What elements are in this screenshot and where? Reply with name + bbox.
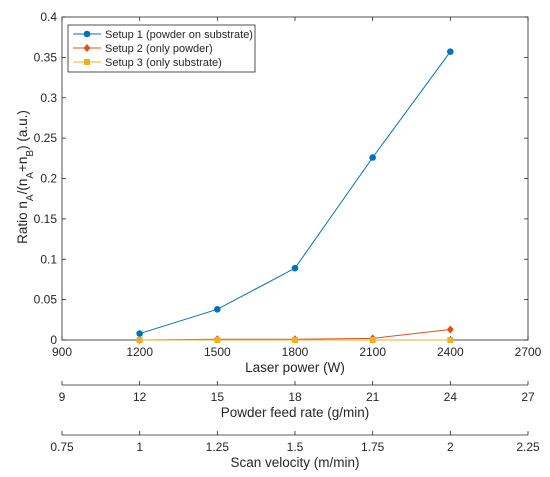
- secondary-axis-label: Powder feed rate (g/min): [221, 405, 370, 420]
- x-axis-label: Laser power (W): [245, 360, 345, 375]
- y-tick-label: 0.1: [40, 252, 57, 266]
- legend-label-setup-1: Setup 1 (powder on substrate): [105, 29, 253, 41]
- y-tick-label: 0: [50, 333, 57, 347]
- data-point: [369, 154, 376, 161]
- legend-marker-square: [84, 59, 90, 65]
- series-layer: [136, 48, 454, 344]
- series-1: [136, 48, 454, 337]
- series-3: [136, 337, 454, 343]
- x-tick-label: 2400: [437, 345, 464, 359]
- y-tick-label: 0.15: [34, 212, 58, 226]
- data-point: [447, 337, 454, 343]
- legend-label-setup-2: Setup 2 (only powder): [105, 43, 213, 55]
- y-axis: 0 0.05 0.1 0.15 0.2 0.25 0.3 0.35 0.4: [34, 10, 528, 347]
- x-tick-label: 1800: [282, 345, 309, 359]
- data-point: [214, 337, 221, 343]
- legend-label-setup-3: Setup 3 (only substrate): [105, 57, 222, 69]
- axis-tick-label: 24: [444, 390, 458, 404]
- axis-tick-label: 2: [447, 440, 454, 454]
- data-point: [136, 337, 143, 343]
- axis-tick-label: 1: [136, 440, 143, 454]
- secondary-axis-label: Scan velocity (m/min): [230, 455, 359, 470]
- secondary-axis-1: 9 12 15 18 21 24 27 Powder feed rate (g/min): [59, 381, 535, 420]
- data-point: [214, 306, 221, 313]
- axis-tick-label: 15: [211, 390, 225, 404]
- axis-tick-label: 1.5: [287, 440, 304, 454]
- data-point: [292, 337, 298, 343]
- y-tick-label: 0.3: [40, 91, 57, 105]
- axis-tick-label: 0.75: [50, 440, 74, 454]
- legend-item-setup-3: Setup 3 (only substrate): [73, 57, 222, 69]
- axis-tick-label: 27: [521, 390, 535, 404]
- axis-tick-label: 1.25: [206, 440, 230, 454]
- y-tick-label: 0.05: [34, 293, 58, 307]
- axis-tick-label: 1.75: [361, 440, 385, 454]
- legend: Setup 1 (powder on substrate) Setup 2 (o…: [67, 24, 256, 73]
- y-tick-label: 0.4: [40, 10, 57, 24]
- legend-item-setup-1: Setup 1 (powder on substrate): [73, 29, 253, 41]
- data-point: [447, 48, 454, 56]
- x-tick-label: 1200: [126, 345, 153, 359]
- legend-marker-circle: [83, 30, 91, 38]
- secondary-axis-2: 0.75 1 1.25 1.5 1.75 2 2.25 Scan velocity (m/mi…: [50, 431, 540, 470]
- x-tick-label: 2100: [359, 345, 386, 359]
- data-point: [369, 337, 376, 343]
- x-axis: 900 1200 1500 1800 2100 2400 2700: [52, 17, 542, 359]
- data-point: [136, 330, 143, 337]
- axis-tick-label: 12: [133, 390, 147, 404]
- series-line: [139, 51, 451, 335]
- legend-item-setup-2: Setup 2 (only powder): [73, 43, 213, 55]
- axis-tick-label: 9: [59, 390, 66, 404]
- y-tick-label: 0.25: [34, 131, 58, 145]
- x-tick-label: 2700: [515, 345, 542, 359]
- data-point: [446, 325, 454, 334]
- axis-tick-label: 2.25: [516, 440, 540, 454]
- legend-marker-diamond: [83, 44, 91, 52]
- data-point: [291, 264, 299, 272]
- y-tick-label: 0.35: [34, 50, 58, 64]
- y-axis-label: Ratio nA/(nA+nB) (a.u.): [15, 110, 36, 244]
- x-tick-label: 1500: [204, 345, 231, 359]
- y-tick-label: 0.2: [40, 172, 57, 186]
- axis-tick-label: 18: [288, 390, 302, 404]
- axis-tick-label: 21: [366, 390, 380, 404]
- x-tick-label: 900: [52, 345, 72, 359]
